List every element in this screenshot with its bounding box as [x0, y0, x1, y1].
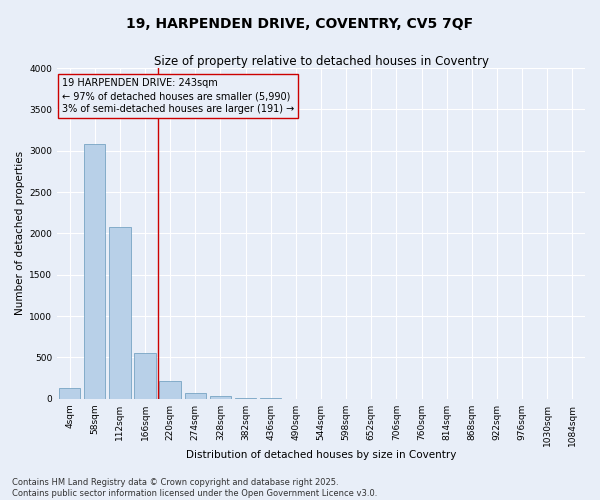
- Bar: [134, 352, 156, 399]
- Bar: [235, 398, 256, 399]
- Bar: [260, 398, 281, 399]
- Bar: [160, 380, 181, 399]
- Bar: [109, 227, 131, 399]
- Title: Size of property relative to detached houses in Coventry: Size of property relative to detached ho…: [154, 55, 488, 68]
- Bar: [210, 396, 231, 399]
- Bar: [84, 144, 106, 399]
- Text: Contains HM Land Registry data © Crown copyright and database right 2025.
Contai: Contains HM Land Registry data © Crown c…: [12, 478, 377, 498]
- Text: 19, HARPENDEN DRIVE, COVENTRY, CV5 7QF: 19, HARPENDEN DRIVE, COVENTRY, CV5 7QF: [127, 18, 473, 32]
- Y-axis label: Number of detached properties: Number of detached properties: [15, 152, 25, 316]
- Text: 19 HARPENDEN DRIVE: 243sqm
← 97% of detached houses are smaller (5,990)
3% of se: 19 HARPENDEN DRIVE: 243sqm ← 97% of deta…: [62, 78, 295, 114]
- Bar: [59, 388, 80, 399]
- X-axis label: Distribution of detached houses by size in Coventry: Distribution of detached houses by size …: [186, 450, 456, 460]
- Bar: [185, 393, 206, 399]
